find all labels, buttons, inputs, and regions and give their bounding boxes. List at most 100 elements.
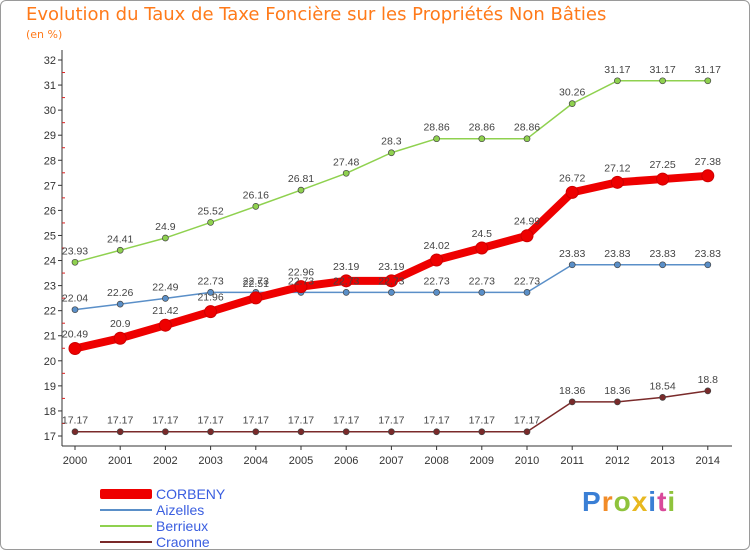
data-label-berrieux: 24.9 xyxy=(155,221,176,233)
data-label-corbeny: 23.19 xyxy=(378,261,404,273)
data-point-berrieux xyxy=(252,203,260,210)
data-point-craonne xyxy=(614,398,621,406)
x-tick-label: 2008 xyxy=(424,455,448,467)
data-point-berrieux xyxy=(568,100,576,107)
data-point-berrieux xyxy=(704,77,712,85)
data-label-berrieux: 24.41 xyxy=(107,233,133,245)
x-tick-label: 2007 xyxy=(379,455,403,467)
data-label-craonne: 17.17 xyxy=(62,415,88,427)
y-tick-label: 30 xyxy=(44,105,56,117)
data-label-craonne: 17.17 xyxy=(378,415,404,427)
data-point-corbeny xyxy=(339,274,353,288)
legend-label-aizelles: Aizelles xyxy=(156,502,205,518)
data-point-aizelles xyxy=(207,289,214,296)
data-label-corbeny: 27.12 xyxy=(604,162,630,174)
data-label-aizelles: 22.73 xyxy=(378,275,404,287)
data-label-aizelles: 22.73 xyxy=(243,275,269,287)
data-label-craonne: 17.17 xyxy=(333,415,359,427)
y-tick-label: 27 xyxy=(44,180,56,192)
data-point-corbeny xyxy=(68,342,82,356)
logo-letter: P xyxy=(582,486,602,517)
data-label-aizelles: 22.73 xyxy=(469,275,495,287)
data-label-craonne: 17.17 xyxy=(469,415,495,427)
data-point-craonne xyxy=(433,428,440,436)
data-point-berrieux xyxy=(71,258,79,266)
y-tick-label: 26 xyxy=(44,205,56,217)
data-label-corbeny: 24.02 xyxy=(423,240,449,252)
data-point-corbeny xyxy=(158,318,172,332)
y-tick-label: 28 xyxy=(44,155,56,167)
x-tick-label: 2000 xyxy=(63,455,87,467)
x-tick-label: 2004 xyxy=(244,455,268,467)
data-label-corbeny: 20.9 xyxy=(110,318,131,330)
data-label-berrieux: 28.3 xyxy=(381,136,402,148)
data-label-berrieux: 27.48 xyxy=(333,156,359,168)
data-label-aizelles: 22.73 xyxy=(514,275,540,287)
legend-swatch-corbeny xyxy=(100,489,152,499)
data-label-corbeny: 23.19 xyxy=(333,261,359,273)
data-label-berrieux: 31.17 xyxy=(604,64,630,76)
data-label-aizelles: 22.49 xyxy=(152,281,178,293)
legend-label-craonne: Craonne xyxy=(156,534,210,550)
data-label-aizelles: 23.83 xyxy=(695,248,721,260)
data-point-aizelles xyxy=(478,289,486,296)
data-label-craonne: 17.17 xyxy=(197,415,223,427)
data-point-berrieux xyxy=(388,149,395,157)
logo-letter: t xyxy=(657,486,668,517)
data-point-corbeny xyxy=(249,291,263,305)
data-point-corbeny xyxy=(701,169,715,183)
data-point-aizelles xyxy=(71,306,79,314)
legend-item-craonne: Craonne xyxy=(100,534,225,550)
data-label-corbeny: 21.42 xyxy=(152,305,178,317)
legend-item-aizelles: Aizelles xyxy=(100,502,225,518)
x-tick-label: 2006 xyxy=(334,455,358,467)
data-label-aizelles: 23.83 xyxy=(604,248,630,260)
data-point-craonne xyxy=(478,428,486,436)
data-point-corbeny xyxy=(520,229,534,243)
data-point-corbeny xyxy=(656,172,670,186)
y-tick-label: 17 xyxy=(44,431,56,443)
data-label-craonne: 18.8 xyxy=(698,374,719,386)
data-point-aizelles xyxy=(659,261,666,269)
y-tick-label: 24 xyxy=(44,256,56,268)
data-point-craonne xyxy=(71,428,79,436)
data-point-berrieux xyxy=(523,135,531,143)
y-tick-label: 21 xyxy=(44,331,56,343)
data-label-berrieux: 26.81 xyxy=(288,173,314,185)
data-label-craonne: 17.17 xyxy=(243,415,269,427)
legend-swatch-craonne xyxy=(100,541,152,543)
data-point-craonne xyxy=(388,428,395,436)
data-label-berrieux: 31.17 xyxy=(695,64,721,76)
data-label-berrieux: 26.16 xyxy=(243,189,269,201)
data-point-craonne xyxy=(568,398,576,406)
data-point-corbeny xyxy=(113,331,127,345)
data-label-berrieux: 28.86 xyxy=(423,122,449,134)
legend-label-corbeny: CORBENY xyxy=(156,486,226,502)
x-tick-label: 2001 xyxy=(108,455,132,467)
data-label-aizelles: 23.83 xyxy=(649,248,675,260)
data-label-corbeny: 24.5 xyxy=(472,228,493,240)
data-point-craonne xyxy=(162,428,169,436)
data-label-craonne: 17.17 xyxy=(152,415,178,427)
x-tick-label: 2013 xyxy=(650,455,674,467)
data-label-craonne: 18.36 xyxy=(559,385,585,397)
legend-swatch-aizelles xyxy=(100,509,152,511)
logo-letter: o xyxy=(613,486,632,517)
data-label-craonne: 18.36 xyxy=(604,385,630,397)
data-label-aizelles: 22.04 xyxy=(62,293,88,305)
data-point-corbeny xyxy=(430,253,444,267)
data-point-berrieux xyxy=(297,186,305,194)
legend-item-berrieux: Berrieux xyxy=(100,518,225,534)
data-point-aizelles xyxy=(116,300,124,308)
data-point-berrieux xyxy=(116,246,124,254)
data-point-aizelles xyxy=(568,261,576,269)
data-point-craonne xyxy=(342,428,350,436)
data-point-corbeny xyxy=(294,280,308,294)
legend: CORBENY Aizelles Berrieux Craonne xyxy=(100,486,225,550)
data-label-berrieux: 23.93 xyxy=(62,245,88,257)
data-label-craonne: 17.17 xyxy=(288,415,314,427)
data-point-craonne xyxy=(704,387,712,395)
data-label-corbeny: 21.96 xyxy=(197,292,223,304)
data-point-berrieux xyxy=(659,77,666,85)
data-label-berrieux: 30.26 xyxy=(559,87,585,99)
